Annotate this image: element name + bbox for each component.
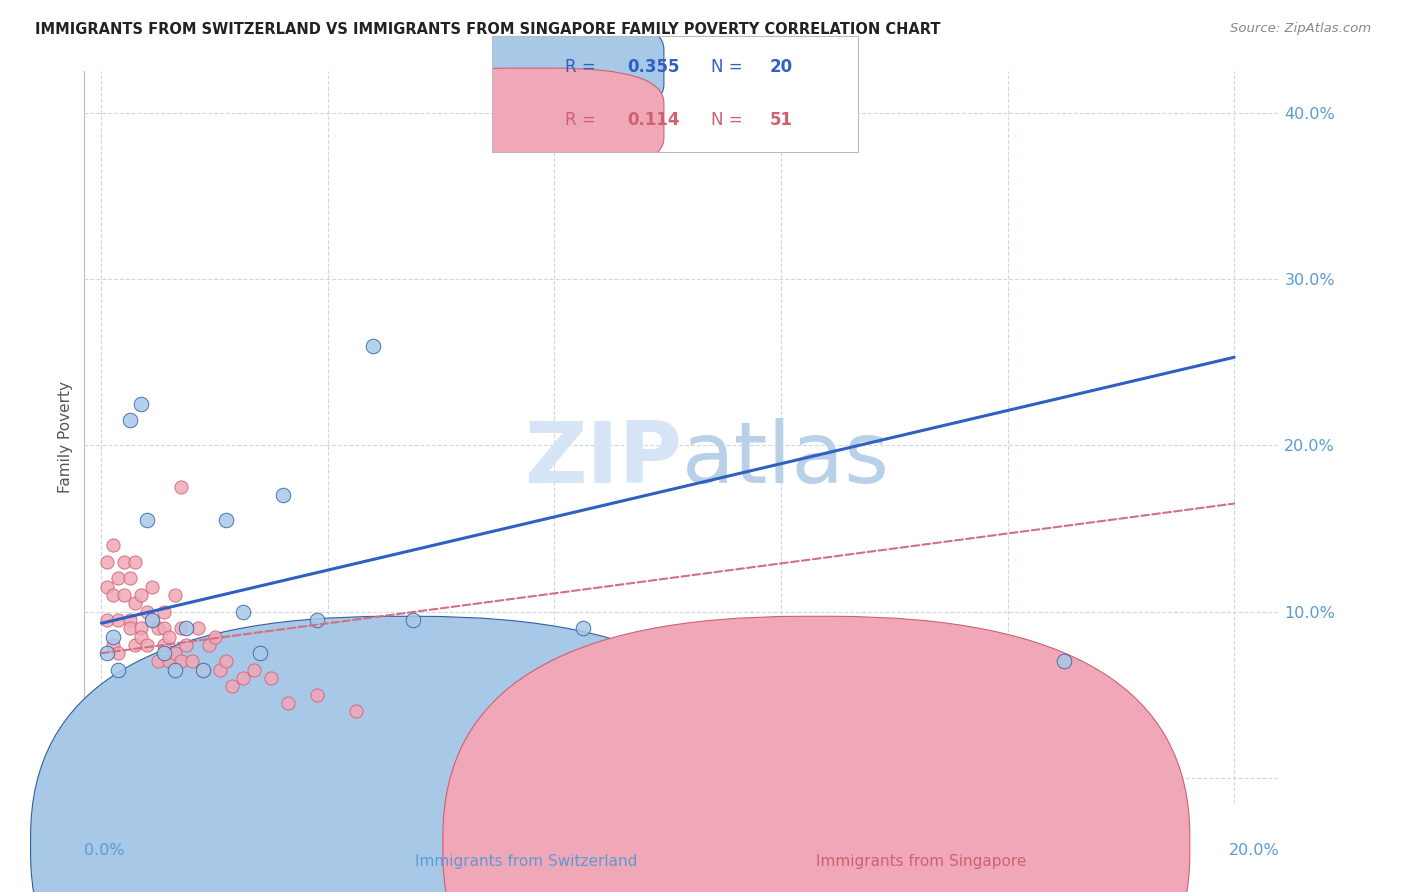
Y-axis label: Family Poverty: Family Poverty bbox=[58, 381, 73, 493]
FancyBboxPatch shape bbox=[401, 68, 664, 172]
Text: 51: 51 bbox=[770, 112, 793, 129]
Point bbox=[344, 705, 367, 719]
Point bbox=[277, 696, 299, 710]
Point bbox=[96, 555, 118, 569]
Point bbox=[146, 655, 169, 669]
Text: R =: R = bbox=[565, 58, 602, 76]
Point bbox=[101, 588, 124, 602]
Text: Immigrants from Switzerland: Immigrants from Switzerland bbox=[415, 854, 638, 869]
Text: ZIP: ZIP bbox=[524, 417, 682, 500]
Point bbox=[169, 655, 191, 669]
Point bbox=[402, 613, 425, 627]
Point bbox=[163, 646, 186, 660]
Text: N =: N = bbox=[711, 58, 748, 76]
Point bbox=[129, 621, 152, 635]
Point bbox=[152, 605, 174, 619]
Point bbox=[152, 646, 174, 660]
Point bbox=[124, 555, 146, 569]
Point bbox=[152, 638, 174, 652]
Point bbox=[101, 630, 124, 644]
Point bbox=[215, 513, 238, 527]
Point bbox=[135, 605, 157, 619]
Point bbox=[169, 621, 191, 635]
Point bbox=[135, 513, 157, 527]
Point bbox=[112, 588, 135, 602]
Point bbox=[305, 613, 328, 627]
Point bbox=[141, 613, 163, 627]
Text: 0.355: 0.355 bbox=[627, 58, 681, 76]
Point bbox=[124, 638, 146, 652]
Point bbox=[101, 638, 124, 652]
Text: 0.114: 0.114 bbox=[627, 112, 681, 129]
Point bbox=[176, 621, 198, 635]
Point bbox=[112, 555, 135, 569]
FancyBboxPatch shape bbox=[443, 616, 1189, 892]
Text: IMMIGRANTS FROM SWITZERLAND VS IMMIGRANTS FROM SINGAPORE FAMILY POVERTY CORRELAT: IMMIGRANTS FROM SWITZERLAND VS IMMIGRANT… bbox=[35, 22, 941, 37]
Point bbox=[101, 538, 124, 552]
Point bbox=[107, 613, 129, 627]
Point bbox=[361, 338, 384, 352]
Point bbox=[221, 680, 243, 694]
FancyBboxPatch shape bbox=[31, 616, 778, 892]
Text: Source: ZipAtlas.com: Source: ZipAtlas.com bbox=[1230, 22, 1371, 36]
Text: 0.0%: 0.0% bbox=[84, 843, 125, 858]
Point bbox=[152, 621, 174, 635]
Point bbox=[129, 630, 152, 644]
Point bbox=[176, 638, 198, 652]
Point bbox=[157, 655, 180, 669]
Point bbox=[141, 580, 163, 594]
Point bbox=[118, 621, 141, 635]
Point bbox=[96, 580, 118, 594]
Point bbox=[181, 655, 204, 669]
Text: Immigrants from Singapore: Immigrants from Singapore bbox=[815, 854, 1026, 869]
Point bbox=[215, 655, 238, 669]
Point bbox=[96, 646, 118, 660]
Text: 20.0%: 20.0% bbox=[1229, 843, 1279, 858]
Point bbox=[118, 413, 141, 427]
Text: 20: 20 bbox=[770, 58, 793, 76]
Point bbox=[107, 571, 129, 585]
Point bbox=[157, 630, 180, 644]
Point bbox=[141, 613, 163, 627]
Point bbox=[305, 688, 328, 702]
Point bbox=[204, 630, 226, 644]
Point bbox=[118, 571, 141, 585]
Point bbox=[135, 638, 157, 652]
Point bbox=[209, 663, 232, 677]
Point bbox=[260, 671, 283, 685]
Point bbox=[271, 488, 294, 502]
Point bbox=[572, 621, 595, 635]
Point bbox=[1053, 655, 1076, 669]
Point bbox=[96, 613, 118, 627]
Point bbox=[107, 646, 129, 660]
Point bbox=[129, 588, 152, 602]
Point bbox=[243, 663, 266, 677]
Point bbox=[193, 663, 215, 677]
Point bbox=[187, 621, 209, 635]
Point bbox=[124, 596, 146, 610]
Text: R =: R = bbox=[565, 112, 602, 129]
Point bbox=[129, 397, 152, 411]
FancyBboxPatch shape bbox=[401, 15, 664, 120]
Point bbox=[107, 663, 129, 677]
Text: N =: N = bbox=[711, 112, 748, 129]
Point bbox=[198, 638, 221, 652]
Point bbox=[163, 588, 186, 602]
Point bbox=[169, 480, 191, 494]
Point bbox=[118, 613, 141, 627]
Point bbox=[249, 646, 271, 660]
Point bbox=[232, 671, 254, 685]
Point bbox=[193, 663, 215, 677]
Point bbox=[163, 663, 186, 677]
Point bbox=[146, 621, 169, 635]
Point bbox=[232, 605, 254, 619]
Text: atlas: atlas bbox=[682, 417, 890, 500]
